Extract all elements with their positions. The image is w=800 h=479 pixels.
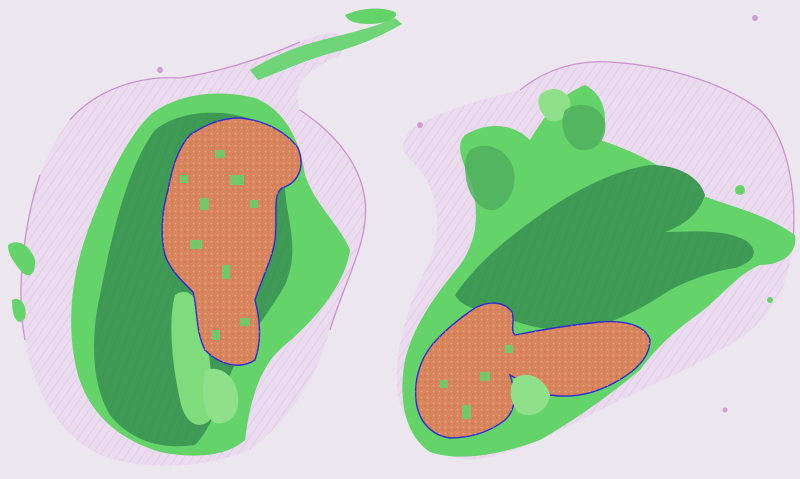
- left-pocket-2: [203, 368, 239, 424]
- left-top-fragment: [345, 8, 396, 24]
- right-tissue-edge: [519, 61, 795, 251]
- right-section: [396, 61, 796, 460]
- stray-fragments: [157, 15, 758, 413]
- left-edge-fragment: [8, 242, 36, 276]
- left-tumor-texture: [162, 118, 302, 366]
- right-tissue-specks: [716, 185, 773, 303]
- right-tumor-texture: [415, 303, 650, 438]
- left-core-islands: [180, 150, 258, 340]
- right-inner-texture: [455, 165, 754, 331]
- right-upper-swirl-2: [562, 104, 606, 151]
- left-edge-fragment-2: [12, 299, 26, 322]
- right-upper-swirl: [465, 145, 515, 211]
- left-top-strand: [250, 18, 402, 80]
- right-light-strip: [538, 88, 571, 122]
- left-section: [8, 8, 402, 466]
- right-pocket: [510, 374, 550, 416]
